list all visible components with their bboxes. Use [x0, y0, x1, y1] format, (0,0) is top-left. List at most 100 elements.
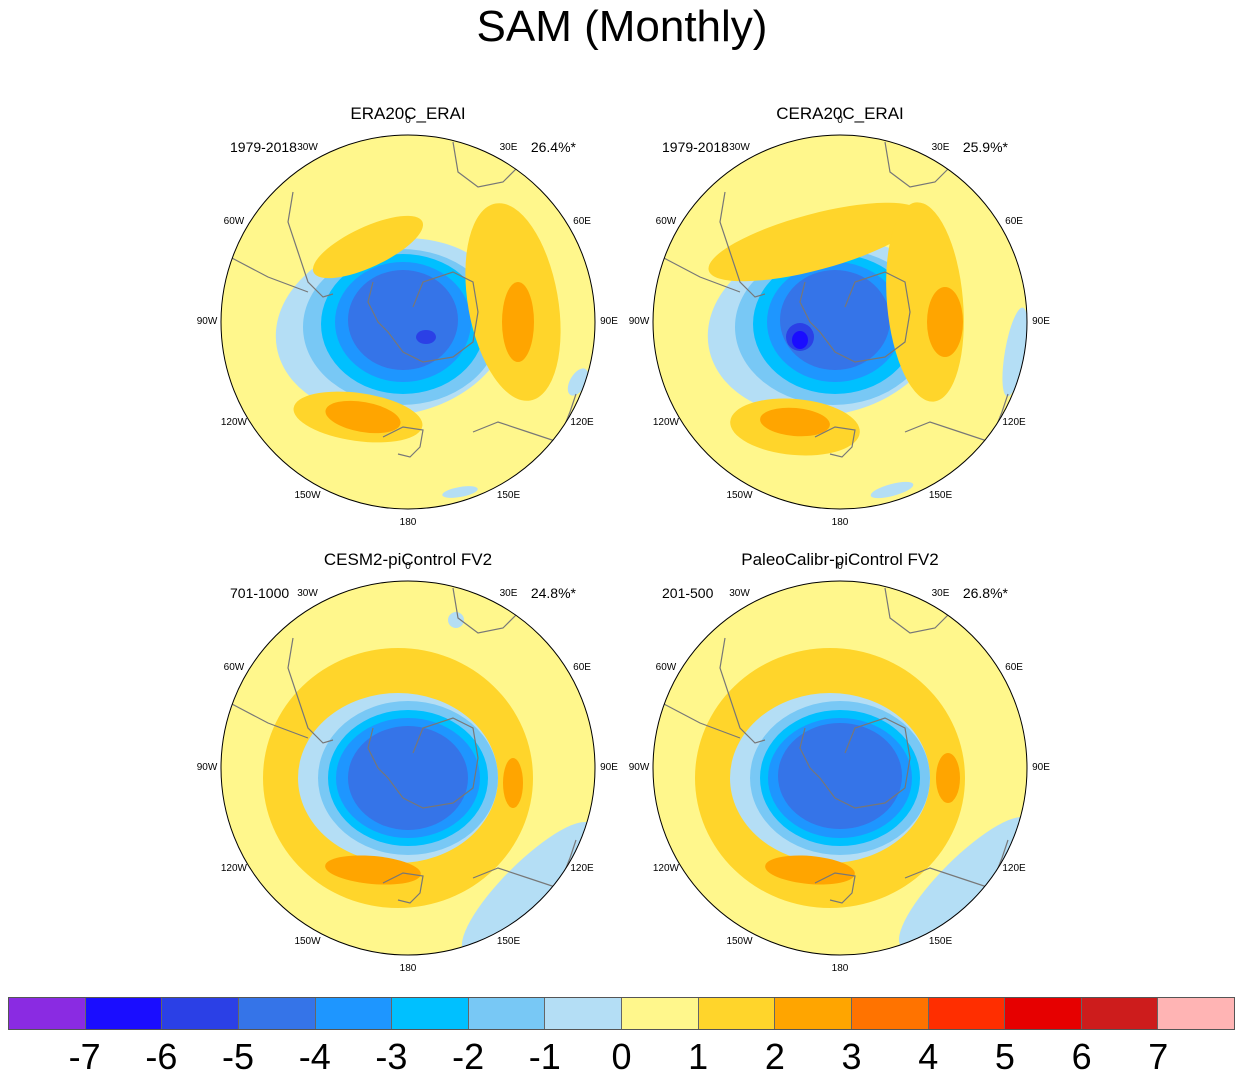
colorbar-cell — [775, 998, 852, 1029]
panel-percent: 26.4%* — [530, 139, 576, 155]
lon-label: 90W — [196, 762, 218, 773]
coastline — [287, 637, 334, 744]
lon-label: 120E — [570, 862, 594, 874]
contour-region — [325, 855, 421, 885]
coastline — [452, 587, 519, 634]
lon-label: 30E — [931, 141, 950, 153]
map-field — [653, 581, 1027, 955]
figure-title: SAM (Monthly) — [476, 2, 768, 51]
lon-label: 90E — [1032, 316, 1050, 327]
map-field — [221, 581, 595, 955]
lon-label: 150E — [496, 936, 521, 948]
lon-label: 120W — [220, 416, 247, 428]
map-boundary — [220, 580, 596, 956]
lon-label: 60W — [655, 215, 677, 227]
contour-region — [348, 270, 458, 370]
panel-percent: 24.8%* — [530, 585, 576, 601]
contour-region — [780, 270, 890, 370]
lon-label: 180 — [399, 517, 417, 528]
contour-region — [442, 486, 478, 498]
map-boundary — [652, 580, 1028, 956]
coastline — [382, 872, 424, 904]
colorbar-cell — [315, 998, 393, 1029]
coastline — [814, 426, 856, 458]
contour-region — [503, 758, 523, 808]
lon-label: 0 — [837, 561, 843, 572]
lon-label: 60W — [223, 661, 245, 673]
lon-label: 30W — [729, 587, 750, 599]
lon-label: 120E — [1002, 862, 1026, 874]
colorbar-label: 1 — [688, 1036, 709, 1077]
panel-period: 1979-2018 — [230, 139, 297, 155]
coastline — [661, 702, 741, 739]
colorbar-label: -3 — [375, 1036, 408, 1077]
contour-region — [312, 215, 424, 279]
lon-label: 90E — [600, 316, 618, 327]
contour-region — [708, 202, 922, 282]
colorbar-cell — [851, 998, 929, 1029]
lon-label: 120W — [652, 416, 679, 428]
lon-label: 120E — [1002, 416, 1026, 428]
lon-label: 180 — [831, 517, 849, 528]
polar-map — [220, 134, 596, 510]
lon-label: 30E — [931, 587, 950, 599]
contour-region — [502, 282, 534, 362]
panel-title: CESM2-piControl FV2 — [323, 550, 493, 569]
coastline — [884, 587, 951, 634]
lon-label: 150E — [928, 490, 953, 502]
map-field — [653, 135, 1027, 509]
panel-title: CERA20C_ERAI — [776, 104, 904, 123]
colorbar-cell — [162, 998, 239, 1029]
lon-label: 150W — [294, 490, 321, 502]
colorbar-cell — [928, 998, 1006, 1029]
lon-label: 90W — [196, 316, 218, 327]
colorbar-cell — [1081, 998, 1159, 1029]
lon-label: 150W — [726, 490, 753, 502]
panel-period: 701-1000 — [230, 585, 290, 601]
colorbar — [8, 997, 1235, 1030]
panel-period: 201-500 — [662, 585, 714, 601]
colorbar-label: -4 — [298, 1036, 331, 1077]
lon-label: 60E — [1005, 661, 1023, 673]
lon-label: 30E — [499, 141, 518, 153]
lon-label: 30W — [297, 587, 318, 599]
panel-percent: 25.9%* — [962, 139, 1008, 155]
colorbar-cell — [392, 998, 469, 1029]
colorbar-cell — [9, 998, 86, 1029]
colorbar-cell — [1158, 998, 1234, 1029]
polar-map — [652, 134, 1028, 510]
colorbar-cell — [622, 998, 699, 1029]
lon-label: 60E — [573, 215, 591, 227]
colorbar-label: -7 — [68, 1036, 101, 1077]
lon-label: 90E — [1032, 762, 1050, 773]
lon-label: 0 — [837, 115, 843, 126]
lon-label: 120W — [220, 862, 247, 874]
colorbar-cell — [85, 998, 163, 1029]
coastline — [814, 872, 856, 904]
lon-label: 90E — [600, 762, 618, 773]
contour-region — [760, 407, 830, 437]
coastline — [719, 191, 766, 298]
lon-label: 60W — [655, 661, 677, 673]
colorbar-label: 2 — [764, 1036, 785, 1077]
coastline — [472, 393, 577, 443]
coastline — [904, 393, 1009, 443]
coastline — [472, 839, 577, 889]
panel-title: PaleoCalibr-piControl FV2 — [741, 550, 939, 569]
colorbar-label: 4 — [918, 1036, 939, 1077]
lon-label: 60E — [573, 661, 591, 673]
colorbar-label: -1 — [528, 1036, 561, 1077]
lon-label: 30W — [729, 141, 750, 153]
contour-region — [567, 368, 589, 396]
lon-label: 60W — [223, 215, 245, 227]
panel-title: ERA20C_ERAI — [350, 104, 466, 123]
panel-percent: 26.8%* — [962, 585, 1008, 601]
map-boundary — [220, 134, 596, 510]
coastline — [904, 839, 1009, 889]
panel-cesm2-picontrol: CESM2-piControl FV2 701-1000 24.8%* 0 30E… — [197, 550, 618, 998]
contour-region — [927, 287, 963, 357]
lon-label: 60E — [1005, 215, 1023, 227]
colorbar-label: 0 — [611, 1036, 632, 1077]
colorbar-cell — [468, 998, 546, 1029]
contour-region — [448, 612, 464, 628]
